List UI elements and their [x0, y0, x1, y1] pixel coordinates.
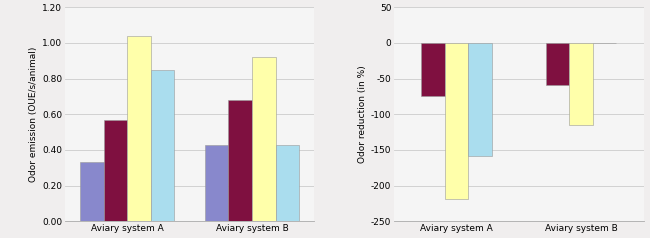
Bar: [252, 57, 276, 221]
Bar: [276, 145, 299, 221]
Bar: [445, 43, 468, 199]
Bar: [205, 145, 228, 221]
Bar: [546, 43, 569, 85]
Bar: [468, 43, 492, 156]
Bar: [421, 43, 445, 96]
Bar: [80, 162, 104, 221]
Bar: [104, 120, 127, 221]
Bar: [228, 100, 252, 221]
Y-axis label: Odor emission (OUE/s/animal): Odor emission (OUE/s/animal): [29, 47, 38, 182]
Y-axis label: Odor reduction (in %): Odor reduction (in %): [358, 65, 367, 163]
Bar: [151, 70, 174, 221]
Bar: [569, 43, 593, 125]
Bar: [127, 36, 151, 221]
